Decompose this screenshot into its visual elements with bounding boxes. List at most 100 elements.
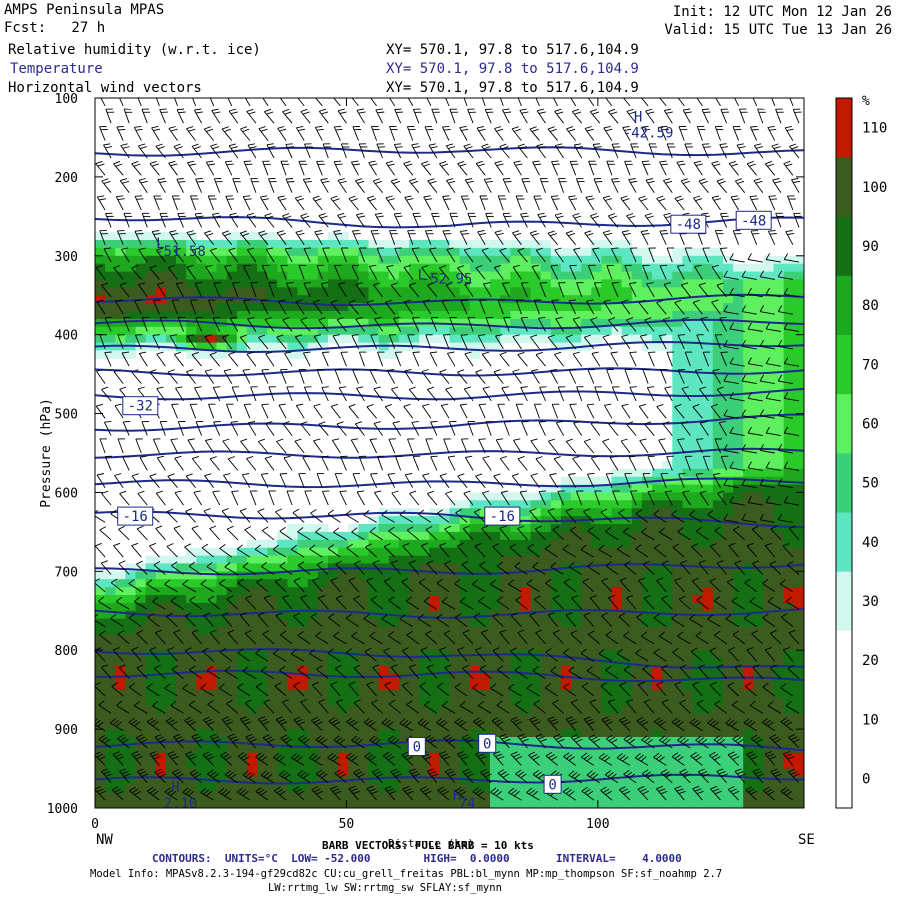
rh-cell [176, 650, 187, 659]
wind-barb [491, 717, 504, 732]
rh-cell [307, 311, 319, 320]
rh-cell [631, 547, 643, 557]
rh-cell [165, 287, 177, 296]
rh-cell [196, 634, 207, 643]
wind-barb [583, 438, 595, 454]
rh-cell [95, 602, 106, 612]
rh-cell [571, 752, 582, 762]
wind-barb [549, 473, 558, 488]
rh-cell [95, 784, 106, 793]
wind-barb [95, 786, 106, 801]
wind-barb [151, 125, 161, 141]
wind-barb [499, 629, 510, 645]
rh-cell [510, 524, 521, 533]
rh-cell [783, 382, 795, 391]
rh-cell [277, 666, 288, 675]
rh-cell [297, 752, 309, 762]
wind-barb [554, 143, 565, 159]
wind-barb [277, 126, 287, 141]
rh-cell [763, 800, 775, 808]
wind-barb [189, 769, 202, 784]
rh-cell [155, 232, 167, 241]
rh-cell [348, 318, 359, 328]
rh-cell [702, 768, 714, 778]
rh-cell [520, 800, 532, 808]
wind-barb [520, 282, 529, 297]
rh-cell [257, 642, 268, 651]
rh-cell [712, 500, 724, 509]
rh-cell [773, 563, 785, 572]
wind-barb [256, 578, 269, 593]
rh-cell [601, 579, 613, 588]
rh-cell [743, 705, 754, 714]
rh-cell [682, 524, 694, 533]
rh-cell [186, 760, 197, 770]
rh-cell [672, 713, 683, 722]
rh-cell [267, 760, 278, 770]
rh-cell [479, 326, 491, 336]
wind-barb [146, 579, 160, 593]
rh-cell [652, 626, 663, 636]
wind-barb [168, 126, 178, 141]
rh-cell [773, 334, 785, 344]
rh-cell [743, 437, 754, 446]
rh-cell [186, 547, 197, 557]
rh-cell [328, 618, 339, 628]
rh-cell [105, 705, 116, 714]
rh-cell [581, 760, 592, 770]
rh-cell [145, 800, 157, 808]
rh-cell [631, 610, 643, 620]
rh-cell [439, 658, 451, 667]
rh-cell [753, 697, 765, 707]
wind-barb [104, 351, 112, 367]
wind-barb [189, 299, 198, 315]
rh-cell [783, 705, 795, 714]
rh-cell [226, 263, 238, 273]
rh-cell [176, 689, 187, 699]
rh-cell [611, 240, 623, 249]
rh-cell [469, 587, 481, 596]
rh-cell [246, 247, 258, 257]
rh-cell [560, 705, 572, 714]
wind-barb [387, 735, 401, 749]
wind-barb [333, 160, 343, 176]
rh-cell [186, 350, 197, 359]
rh-cell [236, 658, 248, 667]
rh-cell [125, 247, 137, 257]
wind-barb [590, 455, 601, 471]
rh-cell [287, 539, 299, 549]
rh-cell [500, 311, 511, 320]
rh-cell [479, 666, 491, 675]
rh-cell [449, 666, 461, 675]
rh-cell [611, 752, 623, 762]
wind-barb [427, 282, 438, 298]
rh-cell [743, 737, 754, 746]
rh-cell [611, 468, 623, 478]
rh-cell [368, 240, 380, 249]
rh-cell [267, 776, 278, 785]
wind-barb [330, 403, 341, 419]
wind-barb [255, 682, 269, 697]
rh-cell [409, 681, 420, 691]
rh-cell [246, 650, 258, 659]
rh-cell [338, 666, 349, 675]
rh-cell [287, 626, 299, 636]
rh-cell [682, 271, 694, 281]
rh-cell [723, 524, 734, 533]
temperature-contour [95, 607, 804, 619]
wind-barb [535, 351, 546, 367]
rh-cell [469, 326, 481, 336]
rh-cell [145, 776, 157, 785]
rh-cell [611, 650, 623, 659]
rh-cell [773, 389, 785, 399]
rh-cell [449, 287, 461, 296]
rh-cell [550, 555, 562, 565]
rh-cell [672, 744, 683, 754]
rh-cell [763, 618, 775, 628]
rh-cell [246, 279, 258, 288]
rh-cell [439, 271, 451, 281]
rh-cell [165, 658, 177, 667]
rh-cell [702, 650, 714, 659]
rh-cell [388, 792, 400, 801]
